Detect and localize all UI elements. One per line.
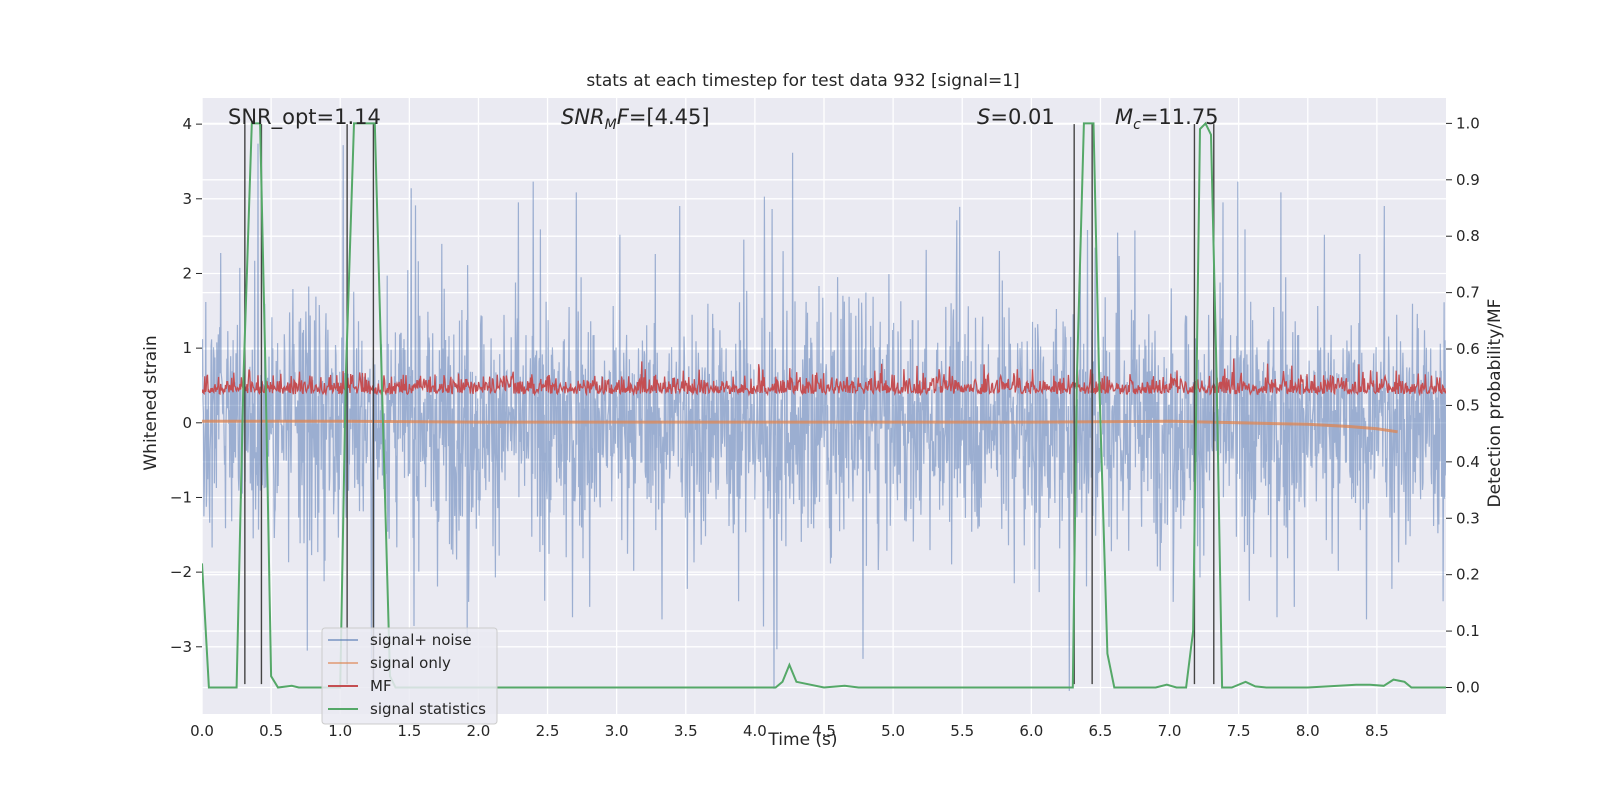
y-right-tick-label: 0.4 xyxy=(1456,453,1480,471)
y-right-tick-label: 0.1 xyxy=(1456,622,1480,640)
x-tick-label: 5.5 xyxy=(950,722,974,740)
annotation-mc-rest: =11.75 xyxy=(1141,105,1219,129)
annotation-snr-mf-rest: =[4.45] xyxy=(629,105,710,129)
x-tick-label: 4.0 xyxy=(743,722,767,740)
y-left-tick-label: −1 xyxy=(170,488,192,506)
series-mf xyxy=(202,358,1446,397)
y-left-tick-label: −2 xyxy=(170,563,192,581)
x-tick-label: 6.0 xyxy=(1019,722,1043,740)
annotation-s: S=0.01 xyxy=(977,105,1055,129)
x-tick-label: 2.5 xyxy=(536,722,560,740)
y-right-tick-label: 1.0 xyxy=(1456,114,1480,132)
y-left-tick-label: 1 xyxy=(182,339,192,357)
annotation-snr-opt: SNR_opt=1.14 xyxy=(228,105,381,130)
y-left-tick-label: 2 xyxy=(182,264,192,282)
y-left-tick-label: 0 xyxy=(182,414,192,432)
x-tick-label: 6.5 xyxy=(1089,722,1113,740)
legend-label-mf: MF xyxy=(370,677,392,695)
y-right-axis-label: Detection probability/MF xyxy=(1485,299,1505,508)
x-tick-label: 1.5 xyxy=(397,722,421,740)
y-left-axis-ticks: −3 −2 −1 0 1 2 3 4 xyxy=(170,115,202,656)
y-left-tick-label: 3 xyxy=(182,190,192,208)
y-right-tick-label: 0.5 xyxy=(1456,396,1480,414)
annotation-snr-mf: SNRMF=[4.45] xyxy=(561,105,710,133)
y-right-tick-label: 0.6 xyxy=(1456,340,1480,358)
x-tick-label: 7.0 xyxy=(1158,722,1182,740)
annotation-s-rest: =0.01 xyxy=(990,105,1054,129)
x-axis-label: Time (s) xyxy=(767,730,837,750)
annotation-s-var: S xyxy=(977,105,990,129)
y-right-tick-label: 0.3 xyxy=(1456,509,1480,527)
legend: signal+ noise signal only MF signal stat… xyxy=(321,627,498,725)
series-signal-only xyxy=(202,419,1398,434)
y-left-tick-label: −3 xyxy=(170,638,192,656)
x-tick-label: 0.0 xyxy=(190,722,214,740)
y-right-tick-label: 0.8 xyxy=(1456,227,1480,245)
vertical-markers xyxy=(244,124,1215,685)
y-left-tick-label: 4 xyxy=(182,115,192,133)
annotation-mc-base: M xyxy=(1115,105,1133,129)
y-right-axis-ticks: 0.0 0.1 0.2 0.3 0.4 0.5 0.6 0.7 0.8 0.9 1.0 xyxy=(1446,114,1480,696)
x-tick-label: 3.5 xyxy=(674,722,698,740)
legend-label-signal-statistics: signal statistics xyxy=(370,700,486,718)
x-tick-label: 8.5 xyxy=(1365,722,1389,740)
x-tick-label: 2.0 xyxy=(467,722,491,740)
chart-title: stats at each timestep for test data 932… xyxy=(586,71,1019,91)
annotation-snr-mf-sub: M xyxy=(605,117,617,133)
series-layer xyxy=(202,121,1446,692)
legend-label-signal-only: signal only xyxy=(370,654,451,672)
y-right-tick-label: 0.7 xyxy=(1456,284,1480,302)
legend-label-signal-noise: signal+ noise xyxy=(370,631,472,649)
x-tick-label: 4.5 xyxy=(812,722,836,740)
annotation-mc: Mc=11.75 xyxy=(1115,105,1219,133)
annotation-mc-sub: c xyxy=(1133,117,1141,133)
x-tick-label: 8.0 xyxy=(1296,722,1320,740)
x-tick-label: 5.0 xyxy=(881,722,905,740)
x-tick-label: 7.5 xyxy=(1227,722,1251,740)
y-right-tick-label: 0.9 xyxy=(1456,171,1480,189)
x-axis-ticks: 0.0 0.5 1.0 1.5 2.0 2.5 3.0 3.5 4.0 4.5 5.0 5.5 6.0 6… xyxy=(190,722,1389,740)
x-tick-label: 1.0 xyxy=(328,722,352,740)
y-left-axis-label: Whitened strain xyxy=(141,335,161,470)
y-right-tick-label: 0.0 xyxy=(1456,678,1480,696)
legend-box xyxy=(321,627,498,725)
annotation-snr-mf-rest-f: F xyxy=(617,105,630,129)
x-tick-label: 0.5 xyxy=(259,722,283,740)
series-signal-statistics xyxy=(202,121,1446,689)
y-right-tick-label: 0.2 xyxy=(1456,566,1480,584)
x-tick-label: 3.0 xyxy=(605,722,629,740)
annotation-snr-mf-base: SNR xyxy=(561,105,605,129)
